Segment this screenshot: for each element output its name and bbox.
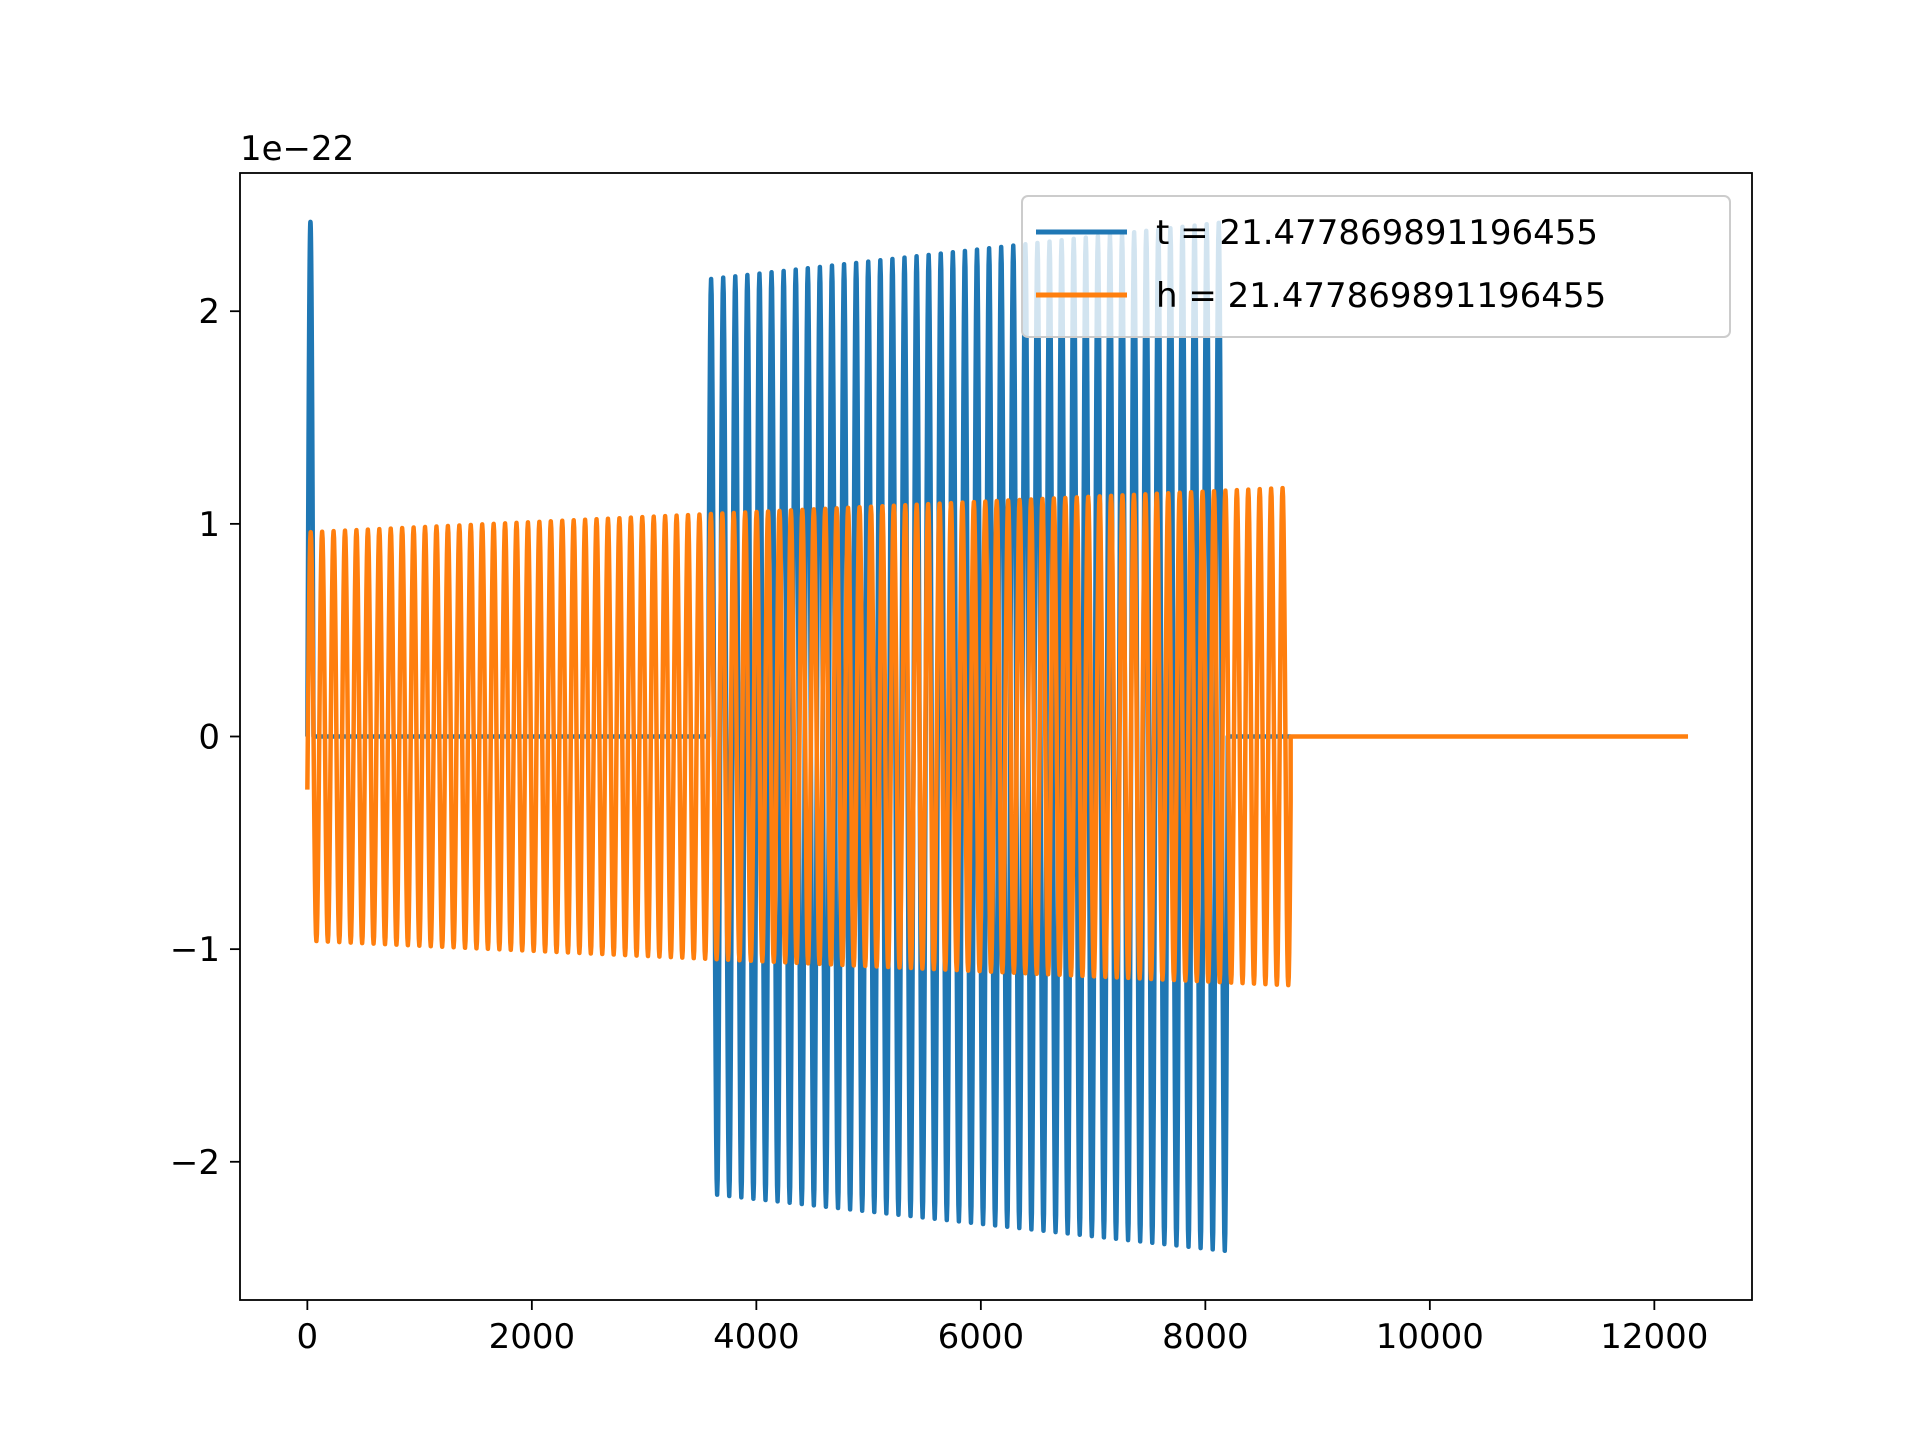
legend-label-t: t = 21.477869891196455 [1156, 213, 1598, 253]
legend-label-h: h = 21.477869891196455 [1156, 276, 1606, 316]
x-tick-label: 12000 [1600, 1317, 1708, 1357]
y-tick-label: −2 [170, 1143, 220, 1183]
y-tick-label: −1 [170, 930, 220, 970]
y-tick-label: 1 [198, 505, 220, 545]
y-axis: −2 −1 0 1 2 [170, 292, 240, 1183]
legend: t = 21.477869891196455 h = 21.4778698911… [1021, 195, 1731, 338]
x-tick-label: 6000 [938, 1317, 1025, 1357]
x-tick-label: 4000 [713, 1317, 800, 1357]
x-tick-label: 2000 [489, 1317, 576, 1357]
y-offset-label: 1e−22 [240, 129, 354, 169]
legend-box [1021, 195, 1731, 338]
y-tick-label: 2 [198, 292, 220, 332]
series-line-1 [305, 485, 1689, 988]
x-tick-label: 8000 [1162, 1317, 1249, 1357]
x-tick-label: 10000 [1376, 1317, 1484, 1357]
y-tick-label: 0 [198, 718, 220, 758]
x-axis: 0 2000 4000 6000 8000 10000 12000 [297, 1300, 1708, 1357]
series-layer [305, 219, 1689, 1254]
x-tick-label: 0 [297, 1317, 319, 1357]
